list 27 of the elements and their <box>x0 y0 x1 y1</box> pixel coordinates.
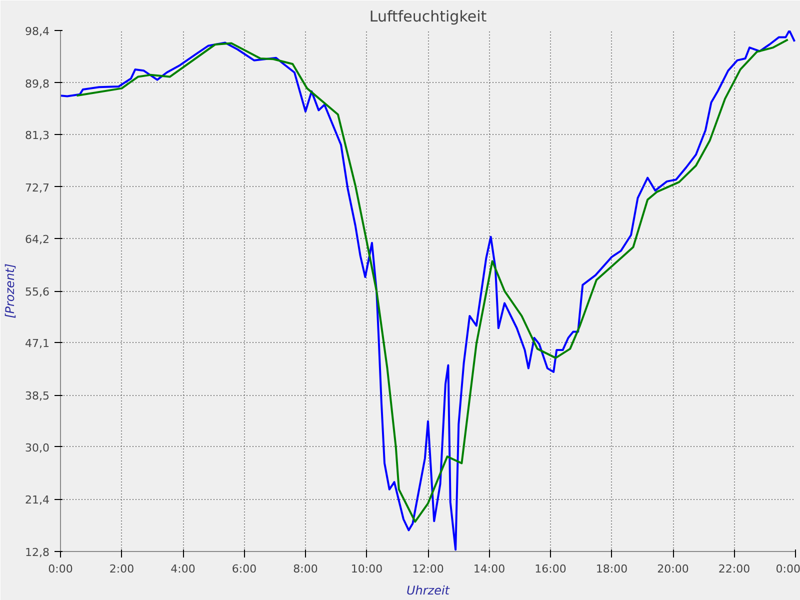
x-axis-title: Uhrzeit <box>406 584 451 598</box>
x-tick-label: 6:00 <box>232 562 257 576</box>
y-tick-label: 81,3 <box>25 129 50 142</box>
x-tick-label: 22:00 <box>718 562 750 576</box>
x-tick-label: 18:00 <box>596 562 628 576</box>
x-tick-label: 10:00 <box>350 562 383 576</box>
y-tick-label: 38,5 <box>25 390 50 403</box>
y-tick-label: 89,8 <box>25 77 50 90</box>
y-tick-label: 98,4 <box>25 25 50 38</box>
x-tick-label: 12:00 <box>412 562 444 576</box>
x-tick-label: 14:00 <box>473 562 506 576</box>
y-tick-label: 72,7 <box>25 181 50 194</box>
y-tick-label: 21,4 <box>25 494 50 507</box>
x-tick-label: 2:00 <box>109 562 134 576</box>
y-tick-label: 12,8 <box>25 546 50 559</box>
x-tick-label: 20:00 <box>657 562 689 576</box>
y-axis-title: [Prozent] <box>3 263 18 318</box>
x-tick-label: 0:00 <box>48 562 73 576</box>
x-tick-label: 0:00 <box>776 562 800 576</box>
y-tick-label: 55,6 <box>25 286 50 298</box>
x-tick-label: 16:00 <box>534 562 566 576</box>
y-tick-label: 30,0 <box>25 441 50 454</box>
y-tick-label: 47,1 <box>25 337 50 350</box>
y-tick-label: 64,2 <box>25 233 50 246</box>
chart-title: Luftfeuchtigkeit <box>369 8 487 26</box>
x-tick-label: 4:00 <box>170 562 196 576</box>
x-tick-label: 8:00 <box>293 562 318 576</box>
